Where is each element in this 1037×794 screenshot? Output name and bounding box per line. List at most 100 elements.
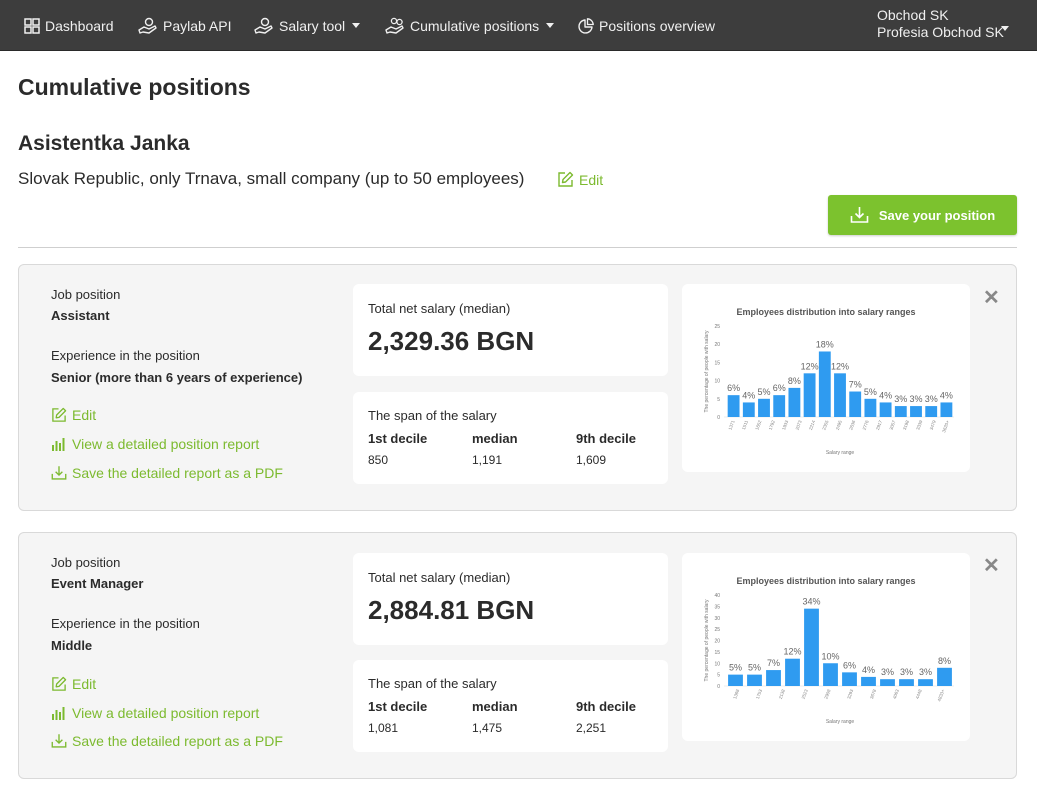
bar: [842, 672, 857, 686]
nav-paylab-api[interactable]: Paylab API: [138, 0, 232, 51]
chart-svg: Employees distribution into salary range…: [704, 576, 954, 725]
x-axis-label: Salary range: [826, 719, 855, 725]
edit-position-label: Edit: [72, 676, 97, 692]
bar-value-label: 4%: [742, 390, 755, 400]
job-position-value: Event Manager: [51, 576, 144, 591]
bar-value-label: 12%: [801, 361, 819, 371]
nav-salary-tool[interactable]: Salary tool: [254, 0, 361, 51]
bar-value-label: 12%: [783, 647, 801, 657]
job-position-label: Job position: [51, 287, 121, 302]
user-account: Obchod SK: [877, 7, 949, 23]
view-report-link[interactable]: View a detailed position report: [51, 705, 259, 721]
save-position-button[interactable]: Save your position: [828, 195, 1017, 235]
bar-value-label: 3%: [925, 394, 938, 404]
edit-profile-link[interactable]: Edit: [557, 171, 603, 188]
y-tick-label: 25: [714, 627, 720, 633]
x-tick-label: 1368: [732, 688, 740, 700]
nav-positions-overview[interactable]: Positions overview: [578, 0, 715, 51]
experience-label: Experience in the position: [51, 616, 200, 631]
bar: [758, 398, 770, 417]
bar: [910, 406, 922, 417]
bar: [727, 395, 740, 417]
hand-coins-icon: [385, 17, 404, 34]
bar-value-label: 5%: [757, 387, 770, 397]
y-tick-label: 0: [717, 684, 720, 690]
y-tick-label: 25: [714, 324, 720, 330]
salary-span-title: The span of the salary: [368, 408, 497, 423]
bar: [773, 395, 786, 417]
x-tick-label: 2495: [835, 419, 843, 431]
first-decile-value: 850: [368, 453, 389, 467]
bar-value-label: 6%: [773, 383, 786, 393]
y-tick-label: 5: [717, 673, 720, 679]
median-label: median: [472, 699, 518, 714]
save-pdf-link[interactable]: Save the detailed report as a PDF: [51, 465, 283, 481]
x-tick-label: 2908: [823, 688, 831, 700]
y-tick-label: 10: [714, 661, 720, 667]
chevron-down-icon: [1001, 26, 1009, 31]
ninth-decile-label: 9th decile: [576, 431, 636, 446]
chart-title: Employees distribution into salary range…: [736, 576, 915, 586]
bar: [894, 406, 907, 417]
nav-paylab-api-label: Paylab API: [163, 17, 232, 34]
x-tick-label: 2355: [821, 419, 829, 431]
bar-value-label: 8%: [938, 656, 951, 666]
x-tick-label: 3198: [902, 419, 910, 431]
job-position-value: Assistant: [51, 308, 110, 323]
top-navbar: Dashboard Paylab API Salary tool Cumulat…: [0, 0, 1037, 51]
x-tick-label: 1511: [741, 419, 749, 430]
x-tick-label: 2917: [875, 419, 883, 431]
bar: [766, 670, 781, 686]
bar: [823, 663, 838, 686]
close-icon[interactable]: ✕: [983, 555, 1000, 577]
salary-span-title: The span of the salary: [368, 676, 497, 691]
download-icon: [51, 734, 67, 748]
edit-profile-label: Edit: [579, 171, 604, 188]
y-tick-label: 20: [714, 639, 720, 645]
bar-value-label: 4%: [879, 390, 892, 400]
view-report-label: View a detailed position report: [72, 705, 260, 721]
nav-salary-tool-label: Salary tool: [279, 17, 346, 34]
nav-cumulative-positions-label: Cumulative positions: [410, 17, 540, 34]
job-position-label: Job position: [51, 555, 121, 570]
salary-distribution-chart: Employees distribution into salary range…: [682, 284, 970, 472]
y-tick-label: 40: [714, 593, 720, 599]
y-tick-label: 0: [717, 415, 720, 421]
bar: [861, 676, 876, 686]
bar: [864, 398, 877, 417]
first-decile-label: 1st decile: [368, 699, 428, 714]
view-report-link[interactable]: View a detailed position report: [51, 436, 259, 452]
save-pdf-label: Save the detailed report as a PDF: [72, 465, 283, 481]
x-tick-label: 2776: [862, 419, 870, 431]
median-salary-label: Total net salary (median): [368, 301, 511, 316]
bar-value-label: 3%: [919, 667, 932, 677]
x-tick-label: 1792: [768, 419, 776, 431]
save-pdf-link[interactable]: Save the detailed report as a PDF: [51, 733, 283, 749]
bar-value-label: 5%: [864, 387, 877, 397]
x-tick-label: 1371: [728, 419, 736, 431]
bar-value-label: 7%: [767, 658, 780, 668]
ninth-decile-value: 2,251: [576, 721, 607, 735]
nav-cumulative-positions[interactable]: Cumulative positions: [385, 0, 555, 51]
save-pdf-label: Save the detailed report as a PDF: [72, 733, 283, 749]
experience-value: Senior (more than 6 years of experience): [51, 370, 303, 385]
salary-distribution-chart: Employees distribution into salary range…: [682, 553, 970, 741]
edit-icon: [52, 676, 67, 691]
bar-value-label: 18%: [816, 339, 834, 349]
y-tick-label: 15: [714, 650, 720, 656]
edit-position-link[interactable]: Edit: [51, 407, 96, 423]
experience-label: Experience in the position: [51, 348, 200, 363]
x-tick-label: 2073: [795, 419, 803, 431]
x-axis-label: Salary range: [826, 450, 855, 456]
user-menu[interactable]: Obchod SK Profesia Obchod SK: [877, 7, 1009, 41]
ninth-decile-value: 1,609: [576, 453, 607, 467]
x-tick-label: 3339: [915, 419, 923, 431]
bar-value-label: 34%: [802, 597, 820, 607]
close-icon[interactable]: ✕: [983, 287, 1000, 309]
edit-position-link[interactable]: Edit: [51, 676, 96, 692]
chart-title: Employees distribution into salary range…: [736, 307, 915, 317]
bar: [879, 402, 892, 417]
nav-dashboard[interactable]: Dashboard: [24, 0, 114, 51]
chevron-down-icon: [546, 23, 555, 28]
y-tick-label: 15: [714, 360, 720, 366]
